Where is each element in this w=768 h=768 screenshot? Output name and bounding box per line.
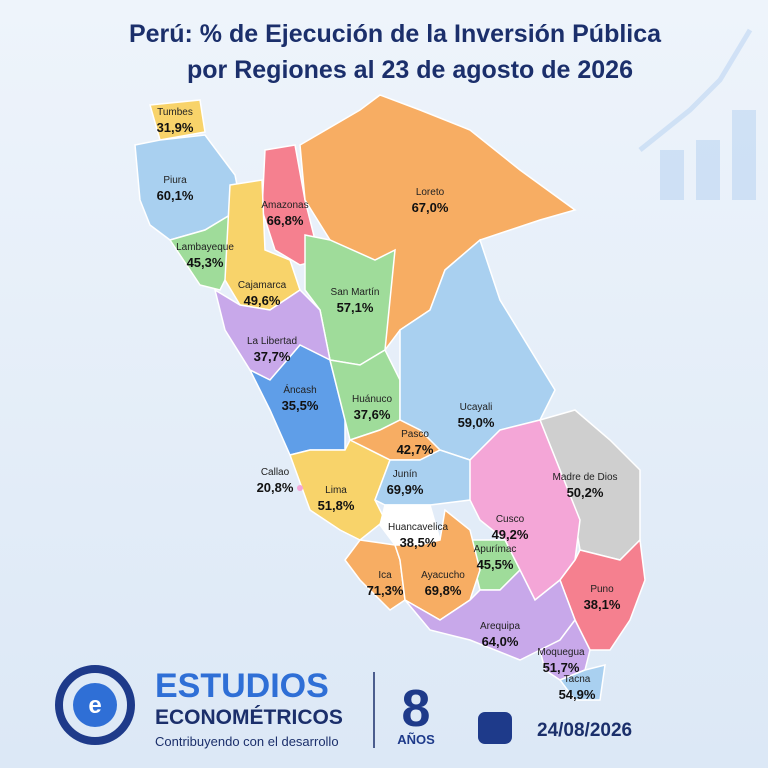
map: Tumbes 31,9% Piura 60,1% Lambayeque 45,3% Amaz… (134, 94, 646, 702)
calendar-icon (478, 712, 512, 744)
region-name: Amazonas (261, 200, 308, 211)
region-name: Cusco (496, 514, 525, 525)
region-name: Cajamarca (238, 280, 287, 291)
region (149, 99, 206, 141)
region (248, 344, 346, 456)
region-name: Lima (325, 485, 347, 496)
region-value: 38,5% (400, 535, 437, 550)
region-value: 60,1% (157, 188, 194, 203)
region-name: Apurímac (474, 544, 517, 555)
title-line: por Regiones al 23 de agosto de 2026 (187, 56, 633, 84)
region-value: 64,0% (482, 634, 519, 649)
region-value: 20,8% (257, 480, 294, 495)
region-name: Lambayeque (176, 242, 234, 253)
region-value: 59,0% (458, 415, 495, 430)
region (404, 568, 576, 661)
region-name: Áncash (283, 383, 316, 396)
region-value: 37,6% (354, 407, 391, 422)
decor-bars (638, 28, 756, 200)
region (539, 618, 591, 681)
tagline: Contribuyendo con el desarrollo (155, 734, 339, 749)
region-name: Ica (378, 570, 392, 581)
region-name: Tumbes (157, 107, 193, 118)
region-name: Huancavelica (388, 522, 448, 533)
logo: e (88, 692, 101, 719)
region-name: Pasco (401, 429, 429, 440)
region-value: 57,1% (337, 300, 374, 315)
years-number: 8 (402, 680, 431, 738)
region-name: Callao (261, 467, 290, 478)
footer: e ESTUDIOS ECONOMÉTRICOS Contribuyendo c… (55, 665, 632, 749)
region-name: Puno (590, 584, 614, 595)
region-name: Huánuco (352, 394, 392, 405)
region-name: Madre de Dios (552, 472, 617, 483)
brand: ECONOMÉTRICOS (155, 706, 343, 729)
region-value: 67,0% (412, 200, 449, 215)
region-name: La Libertad (247, 336, 297, 347)
region-value: 71,3% (367, 583, 404, 598)
region-name: Moquegua (537, 647, 585, 658)
region-value: 38,1% (584, 597, 621, 612)
region-name: Tacna (564, 674, 591, 685)
region-value: 37,7% (254, 349, 291, 364)
region-name: Piura (163, 175, 187, 186)
region-value: 49,2% (492, 527, 529, 542)
region (393, 508, 481, 621)
region (297, 485, 303, 491)
region-name: Loreto (416, 187, 445, 198)
logo (73, 683, 117, 727)
years-label: AÑOS (397, 732, 435, 747)
region-value: 66,8% (267, 213, 304, 228)
brand: ESTUDIOS (155, 667, 329, 705)
region-value: 51,7% (543, 660, 580, 675)
region-value: 54,9% (559, 687, 596, 702)
region-name: San Martín (331, 287, 380, 298)
region-value: 45,3% (187, 255, 224, 270)
region-name: Ayacucho (421, 570, 465, 581)
region-value: 51,8% (318, 498, 355, 513)
region-value: 35,5% (282, 398, 319, 413)
logo (55, 665, 135, 745)
region-name: Ucayali (460, 402, 493, 413)
title-line: Perú: % de Ejecución de la Inversión Púb… (129, 20, 662, 48)
region-value: 69,9% (387, 482, 424, 497)
region (558, 664, 606, 701)
region-value: 31,9% (157, 120, 194, 135)
region-name: Junín (393, 469, 417, 480)
region-value: 69,8% (425, 583, 462, 598)
region-value: 45,5% (477, 557, 514, 572)
region-value: 50,2% (567, 485, 604, 500)
region-value: 49,6% (244, 293, 281, 308)
region-value: 42,7% (397, 442, 434, 457)
date: 24/08/2026 (537, 720, 632, 741)
region-name: Arequipa (480, 621, 520, 632)
